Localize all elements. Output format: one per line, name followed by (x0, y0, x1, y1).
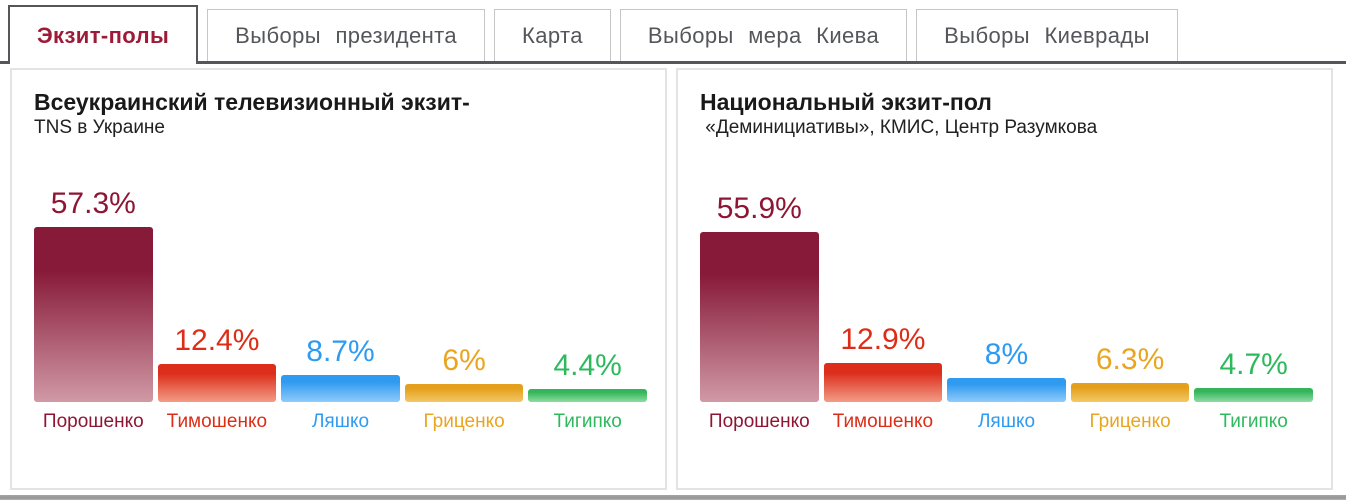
bar-category-label: Тимошенко (166, 411, 268, 432)
bar-value-label: 55.9% (716, 192, 802, 225)
bar-hrytsenko (1070, 383, 1190, 402)
chart-title: Национальный экзит-пол (700, 89, 992, 115)
chart-column-lyashko: 8.7% Ляшко (281, 335, 400, 433)
tab-bar: Экзит-полы Выборы президента Карта Выбор… (0, 0, 1346, 64)
tab-exit-polls[interactable]: Экзит-полы (8, 5, 199, 64)
bar-chart-tns: 57.3% Порошенко 12.4% Тимошенко 8.7% Ляшко 6% Г… (34, 185, 647, 433)
bar-category-label: Порошенко (708, 411, 810, 432)
panel-national-exit-poll: Национальный экзит-пол «Деминициативы», … (676, 68, 1333, 490)
panel-tns-exit-poll: Всеукраинский телевизионный экзит- TNS в… (10, 68, 667, 490)
chart-column-tymoshenko: 12.4% Тимошенко (157, 324, 277, 433)
bar-category-label: Тигипко (1219, 411, 1288, 432)
bar-value-label: 57.3% (50, 187, 136, 220)
bar-value-label: 4.7% (1219, 348, 1288, 381)
chart-column-tymoshenko: 12.9% Тимошенко (823, 323, 943, 433)
bar-category-label: Ляшко (977, 411, 1036, 432)
bar-poroshenko (700, 232, 819, 402)
content-area: Всеукраинский телевизионный экзит- TNS в… (10, 68, 1333, 490)
bar-tymoshenko (823, 363, 943, 402)
tab-kyiv-mayor-elections[interactable]: Выборы мера Киева (619, 9, 908, 61)
chart-title: Всеукраинский телевизионный экзит- (34, 89, 470, 115)
chart-column-tihipko: 4.4% Тигипко (528, 349, 647, 433)
chart-column-tihipko: 4.7% Тигипко (1194, 348, 1313, 433)
chart-subtitle: «Деминициативы», КМИС, Центр Разумкова (700, 117, 1098, 138)
bottom-divider-bar (0, 495, 1346, 500)
chart-column-poroshenko: 57.3% Порошенко (34, 187, 153, 433)
tab-president-elections[interactable]: Выборы президента (207, 9, 486, 61)
bar-value-label: 4.4% (553, 349, 622, 382)
bar-chart-national: 55.9% Порошенко 12.9% Тимошенко 8% Ляшко 6.3% Г… (700, 185, 1313, 433)
bar-category-label: Тимошенко (832, 411, 934, 432)
bar-value-label: 12.9% (840, 323, 926, 356)
bar-category-label: Порошенко (42, 411, 144, 432)
bar-category-label: Гриценко (1089, 411, 1171, 432)
bar-lyashko (281, 375, 400, 402)
chart-subtitle: TNS в Украине (34, 117, 165, 138)
bar-value-label: 6.3% (1095, 343, 1165, 376)
bar-value-label: 8.7% (306, 335, 375, 368)
bar-value-label: 12.4% (174, 324, 260, 357)
bar-category-label: Тигипко (553, 411, 622, 432)
bar-tihipko (528, 389, 647, 402)
bar-value-label: 8% (984, 338, 1029, 371)
tab-map[interactable]: Карта (494, 9, 611, 61)
bar-hrytsenko (404, 384, 524, 402)
tab-kyiv-council-elections[interactable]: Выборы Киеврады (916, 9, 1178, 61)
bar-poroshenko (34, 227, 153, 402)
bar-tymoshenko (157, 364, 277, 402)
bar-value-label: 6% (442, 344, 486, 377)
chart-column-poroshenko: 55.9% Порошенко (700, 192, 819, 433)
chart-column-hrytsenko: 6% Гриценко (404, 344, 524, 433)
bar-tihipko (1194, 388, 1313, 402)
bar-category-label: Ляшко (311, 411, 370, 432)
bar-category-label: Гриценко (423, 411, 505, 432)
bar-lyashko (947, 378, 1066, 402)
chart-column-lyashko: 8% Ляшко (947, 338, 1066, 433)
chart-column-hrytsenko: 6.3% Гриценко (1070, 343, 1190, 433)
